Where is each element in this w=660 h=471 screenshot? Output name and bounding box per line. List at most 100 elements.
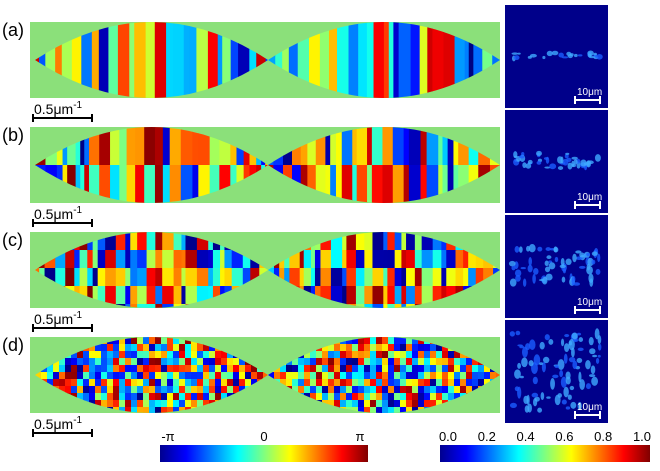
phase-cell	[436, 386, 443, 394]
phase-cell	[394, 351, 401, 359]
phase-cell	[352, 127, 357, 166]
phase-cell	[119, 351, 126, 359]
phase-cell	[412, 379, 419, 387]
phase-cell	[113, 372, 120, 380]
phase-cell	[179, 358, 186, 366]
phase-cell	[358, 344, 365, 352]
phase-cell	[406, 351, 413, 359]
phase-cell	[394, 344, 401, 352]
phase-cell	[311, 268, 316, 287]
intensity-spot	[589, 348, 595, 354]
phase-cell	[149, 365, 156, 373]
phase-cell	[161, 337, 168, 345]
phase-cell	[143, 407, 150, 415]
intensity-spot	[596, 358, 599, 364]
phase-cell	[340, 351, 347, 359]
phase-cell	[161, 379, 168, 387]
phase-cell	[418, 351, 425, 359]
phase-cell	[181, 250, 186, 269]
phase-cell	[442, 379, 449, 387]
phase-cell	[147, 232, 156, 251]
phase-cell	[233, 379, 240, 387]
phase-cell	[131, 379, 138, 387]
phase-cell	[280, 372, 287, 380]
intensity-spot	[541, 392, 545, 400]
phase-cell	[173, 400, 180, 408]
phase-cell	[185, 268, 197, 287]
phase-cell	[322, 372, 329, 380]
phase-cell	[358, 400, 365, 408]
phase-cell	[401, 232, 406, 251]
phase-cell	[173, 358, 180, 366]
phase-cell	[155, 365, 162, 373]
phase-cell	[376, 379, 383, 387]
phase-cell	[166, 22, 173, 103]
phase-cell	[105, 268, 116, 287]
phase-cell	[101, 372, 108, 380]
phase-cell	[448, 372, 455, 380]
phase-cell	[340, 372, 347, 380]
panel-label: (d)	[2, 335, 24, 355]
phase-cell	[352, 386, 359, 394]
phase-cell	[300, 250, 305, 269]
phase-cell	[393, 165, 404, 204]
colorbar-tick-label: 0.2	[478, 429, 496, 444]
phase-cell	[173, 386, 180, 394]
phase-cell	[298, 386, 305, 394]
phase-cell	[185, 286, 197, 305]
phase-cell	[334, 393, 341, 401]
phase-cell	[406, 393, 413, 401]
phase-cell	[155, 351, 162, 359]
phase-cell	[125, 250, 130, 269]
phase-cell	[322, 379, 329, 387]
phase-cell	[382, 400, 389, 408]
phase-cell	[155, 379, 162, 387]
intensity-spot	[510, 331, 515, 337]
phase-cell	[174, 232, 182, 251]
phase-cell	[334, 365, 341, 373]
phase-cell	[95, 365, 102, 373]
phase-cell	[149, 393, 156, 401]
intensity-spot	[577, 358, 583, 363]
intensity-spot	[539, 362, 543, 365]
phase-cell	[304, 372, 311, 380]
intensity-spot	[527, 395, 530, 405]
phase-cell	[77, 386, 84, 394]
phase-cell	[131, 386, 138, 394]
phase-cell	[155, 304, 162, 323]
phase-cell	[197, 372, 204, 380]
figure: (a)0.5μm-110μm(b)0.5μm-110μm(c)0.5μm-110…	[0, 0, 660, 466]
phase-cell	[179, 400, 186, 408]
phase-cell	[364, 386, 371, 394]
intensity-spot	[589, 337, 594, 345]
phase-cell	[137, 232, 147, 251]
phase-cell	[388, 337, 395, 345]
colorbar-tick-label: π	[356, 429, 365, 444]
phase-cell	[442, 386, 449, 394]
colorbar-tick-label: 0.6	[555, 429, 573, 444]
phase-cell	[155, 22, 167, 103]
phase-cell	[342, 165, 353, 204]
phase-cell	[406, 232, 415, 251]
phase-cell	[388, 351, 395, 359]
phase-cell	[119, 379, 126, 387]
phase-cell	[433, 250, 442, 269]
phase-cell	[310, 358, 317, 366]
phase-cell	[328, 365, 335, 373]
phase-cell	[364, 393, 371, 401]
phase-cell	[337, 22, 349, 103]
phase-cell	[125, 286, 130, 305]
phase-cell	[208, 268, 213, 287]
phase-cell	[131, 358, 138, 366]
phase-cell	[478, 365, 485, 373]
phase-cell	[131, 372, 138, 380]
phase-cell	[209, 379, 216, 387]
phase-cell	[454, 372, 461, 380]
phase-cell	[125, 372, 132, 380]
phase-cell	[370, 407, 377, 415]
phase-cell	[357, 165, 368, 204]
phase-cell	[356, 268, 365, 287]
phase-cell	[364, 407, 371, 415]
phase-cell	[125, 365, 132, 373]
phase-cell	[334, 344, 341, 352]
